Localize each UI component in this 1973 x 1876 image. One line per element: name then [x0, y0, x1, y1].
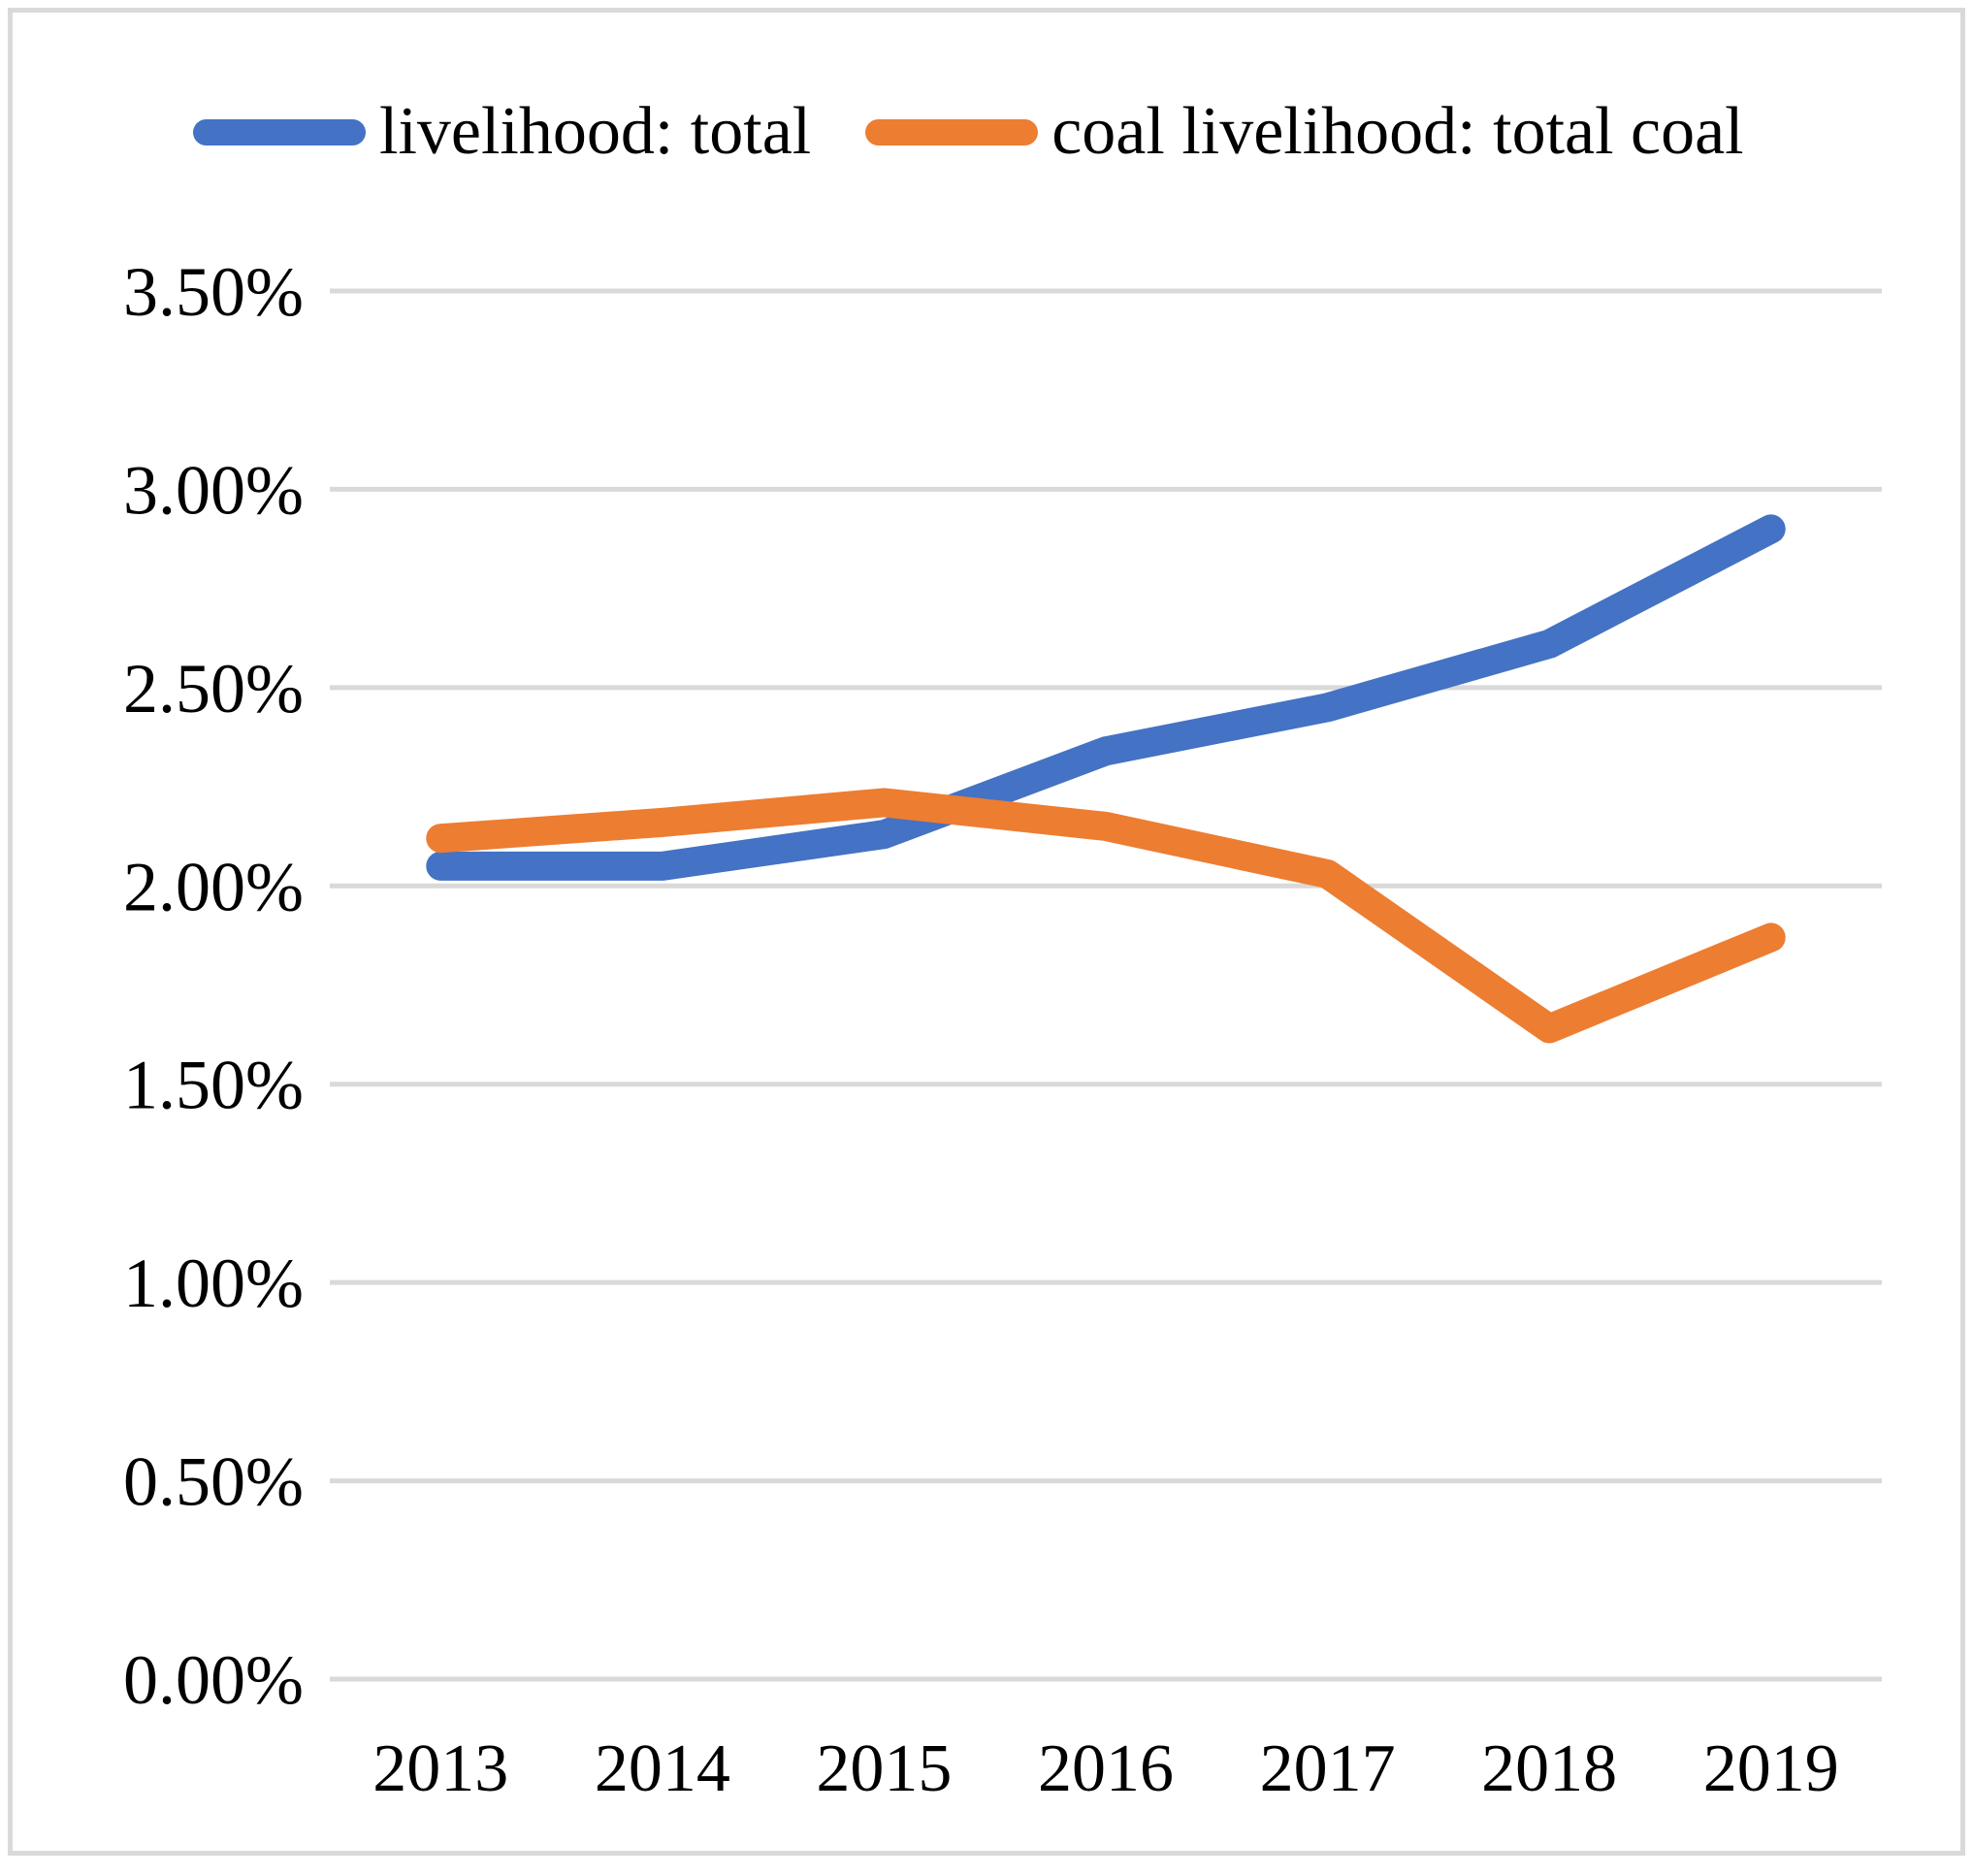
legend-swatch-livelihood-total — [193, 119, 366, 146]
x-axis-tick-label-2019: 2019 — [1703, 1731, 1839, 1806]
legend-swatch-coal-livelihood-total-coal — [865, 119, 1038, 146]
y-axis-tick-label: 2.50% — [123, 650, 304, 728]
x-axis-tick-label-2016: 2016 — [1038, 1731, 1174, 1806]
chart-frame: livelihood: total coal livelihood: total… — [8, 8, 1965, 1856]
y-axis-tick-label: 0.50% — [123, 1443, 304, 1521]
x-axis-tick-label-2014: 2014 — [595, 1731, 730, 1806]
legend-label-coal-livelihood-total-coal: coal livelihood: total coal — [1051, 98, 1743, 166]
y-axis-tick-label: 2.00% — [123, 848, 304, 925]
y-axis-tick-label: 1.50% — [123, 1047, 304, 1124]
x-axis-tick-label-2015: 2015 — [816, 1731, 952, 1806]
y-axis-tick-label: 3.00% — [123, 451, 304, 529]
legend-label-livelihood-total: livelihood: total — [379, 98, 811, 166]
x-axis-tick-label-2018: 2018 — [1481, 1731, 1617, 1806]
legend-item-livelihood-total[interactable]: livelihood: total — [193, 98, 811, 166]
line-chart: 3.50% 3.00% 2.50% 2.00% 1.50% 1.00% 0.50% 0.00%… — [13, 13, 1973, 1876]
y-axis-tick-label: 1.00% — [123, 1245, 304, 1322]
series-line-1 — [440, 802, 1770, 1028]
legend-item-coal-livelihood-total-coal[interactable]: coal livelihood: total coal — [865, 98, 1743, 166]
x-axis-tick-label-2013: 2013 — [372, 1731, 508, 1806]
x-axis-tick-label-2017: 2017 — [1260, 1731, 1396, 1806]
legend: livelihood: total coal livelihood: total… — [193, 98, 1744, 166]
y-axis-tick-label: 3.50% — [123, 253, 304, 331]
y-axis-tick-label: 0.00% — [123, 1641, 304, 1719]
